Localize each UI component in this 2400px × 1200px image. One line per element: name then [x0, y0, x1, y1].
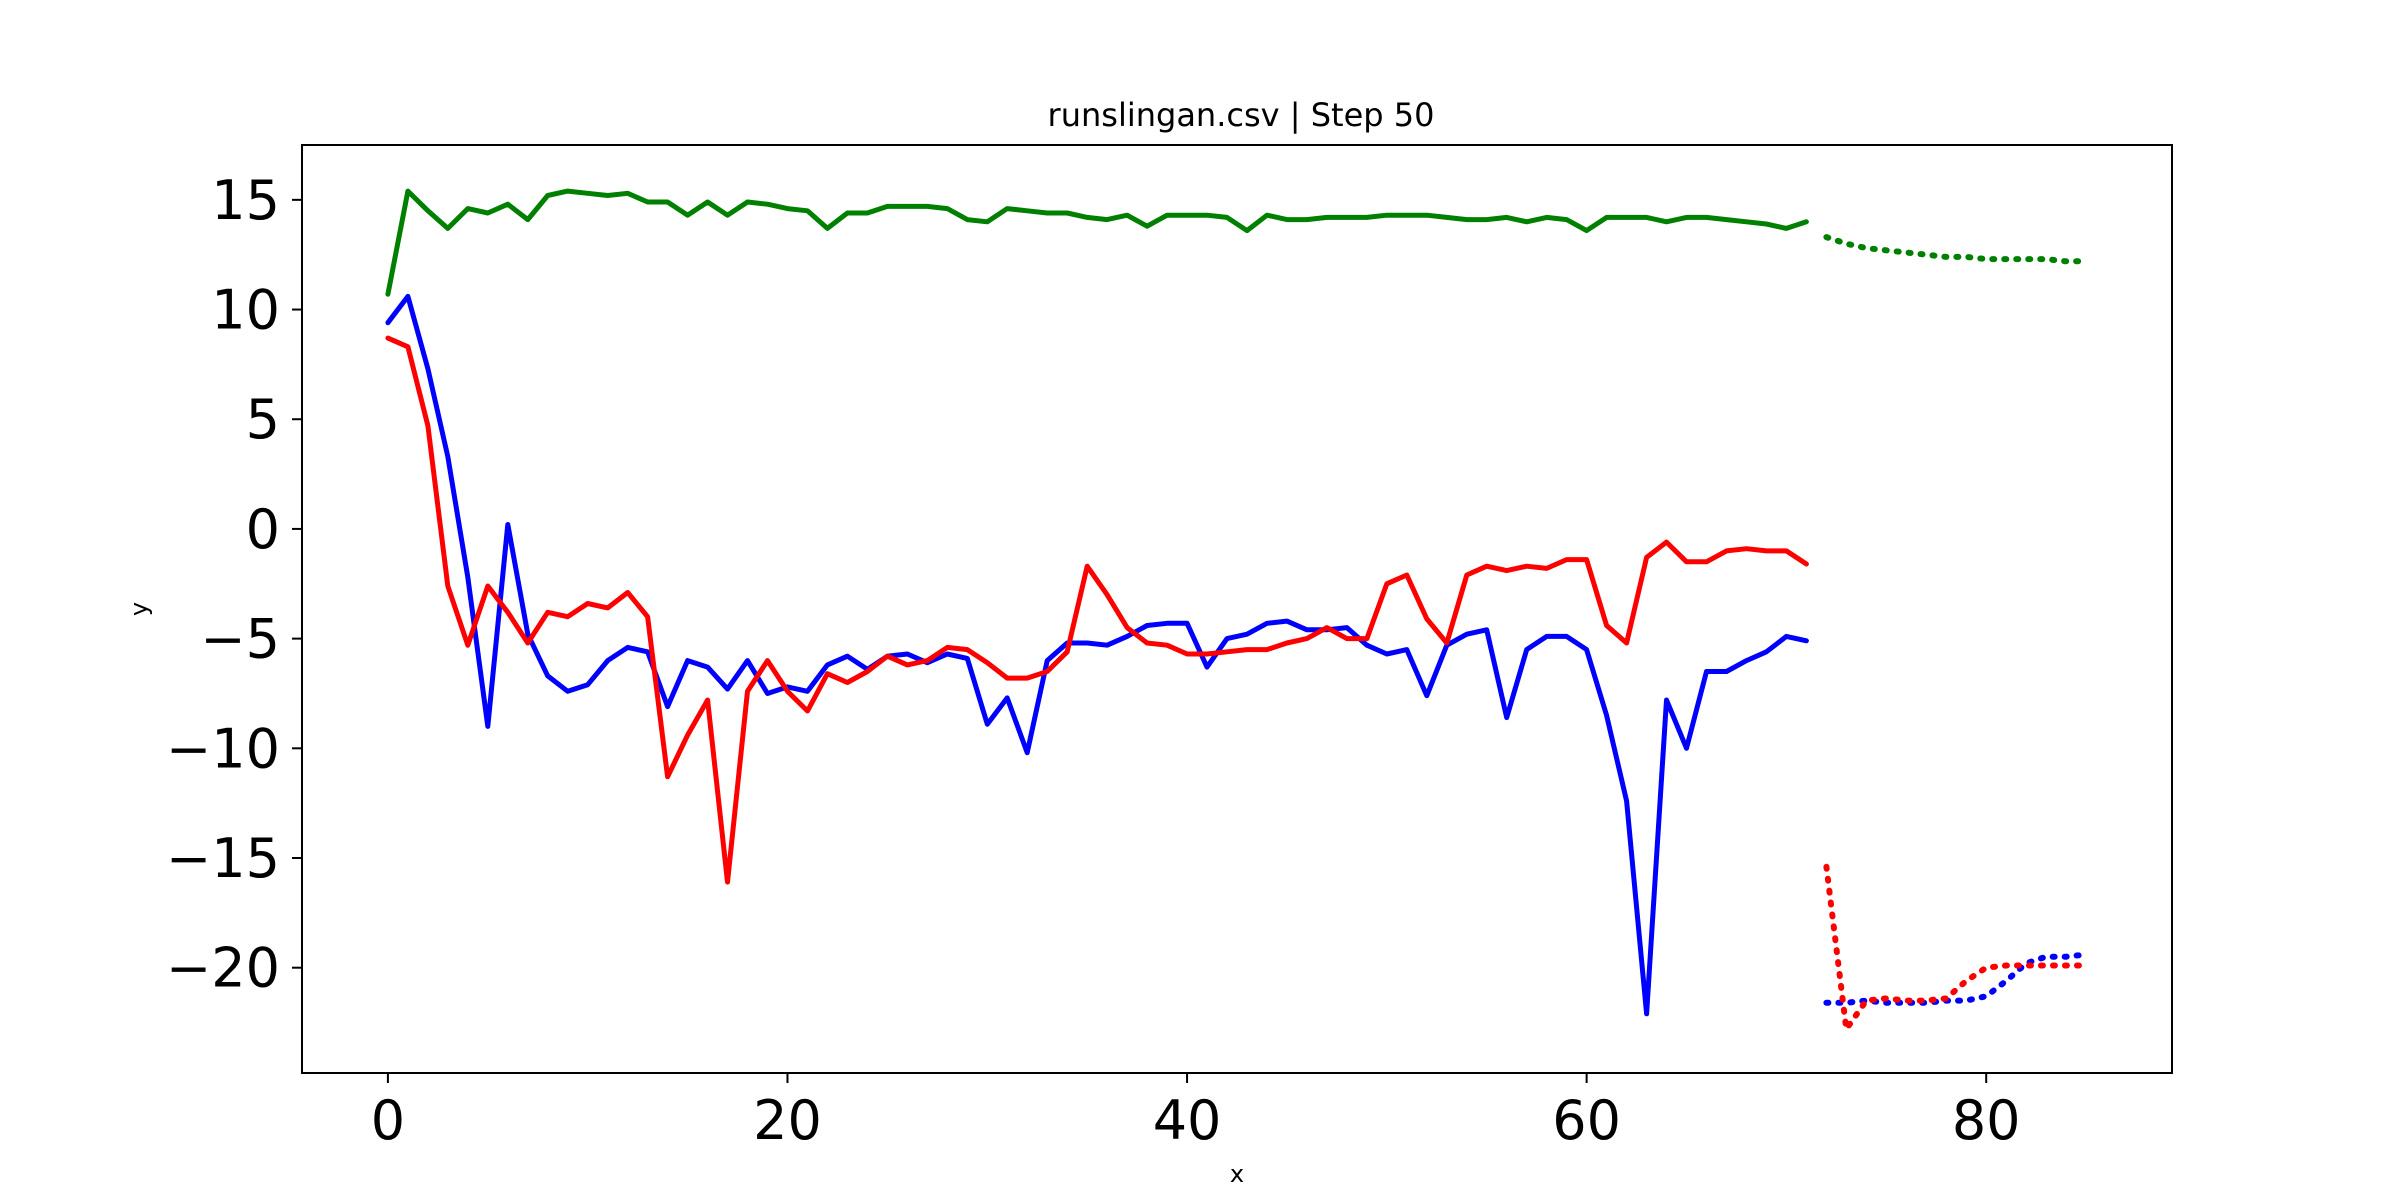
y-tick-label: −15 — [166, 827, 280, 890]
series-layer — [385, 188, 2090, 1038]
x-axis-label: x — [1230, 1160, 1244, 1188]
series-line-green — [385, 188, 1809, 297]
series-line-blue — [385, 293, 1809, 1017]
x-tick-label: 80 — [1952, 1089, 2021, 1152]
plot-frame — [301, 144, 2173, 1074]
y-tick-label: −20 — [166, 937, 280, 1000]
y-axis-label: y — [125, 602, 153, 616]
x-tick-label: 0 — [371, 1089, 405, 1152]
x-tick-label: 20 — [753, 1089, 822, 1152]
x-tick-label: 40 — [1153, 1089, 1222, 1152]
y-tick-label: 5 — [246, 388, 280, 451]
forecast-line-green — [1823, 234, 2090, 265]
chart-title: runslingan.csv | Step 50 — [1048, 96, 1435, 134]
y-axis: 15 10 5 0 −5 −10 −15 −20 — [166, 169, 302, 1000]
y-tick-label: −5 — [200, 608, 280, 671]
y-tick-label: −10 — [166, 717, 280, 780]
x-tick-label: 60 — [1552, 1089, 1621, 1152]
forecast-line-blue — [1823, 951, 2090, 1006]
series-line-red — [385, 335, 1809, 885]
y-tick-label: 0 — [246, 498, 280, 561]
y-tick-label: 15 — [211, 169, 280, 232]
forecast-line-red — [1823, 863, 2090, 1038]
x-axis: 0 20 40 60 80 — [371, 1073, 2021, 1152]
y-tick-label: 10 — [211, 279, 280, 342]
